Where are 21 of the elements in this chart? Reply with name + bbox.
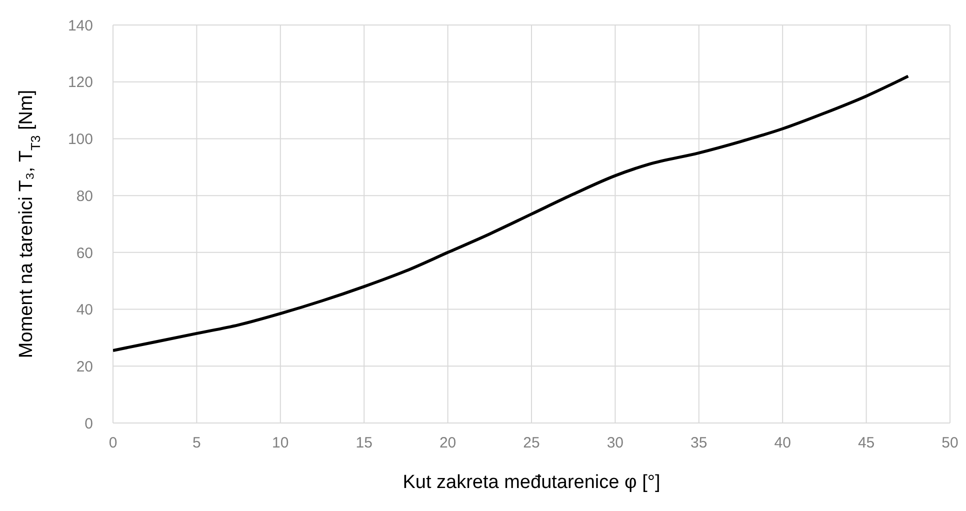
- x-tick-label: 20: [439, 434, 456, 452]
- y-tick-label: 40: [76, 302, 93, 319]
- y-tick-label: 60: [76, 244, 93, 262]
- y-tick-label: 120: [68, 74, 93, 92]
- x-axis-title: Kut zakreta međutarenice φ [°]: [402, 472, 660, 493]
- y-tick-label: 20: [76, 358, 93, 376]
- x-tick-label: 50: [942, 434, 958, 452]
- x-tick-label: 0: [108, 434, 118, 452]
- x-tick-label: 15: [356, 434, 372, 452]
- x-tick-label: 30: [606, 434, 624, 452]
- x-tick-label: 10: [272, 434, 289, 452]
- x-tick-label: 40: [774, 434, 791, 452]
- y-tick-label: 100: [68, 131, 93, 148]
- x-tick-label: 45: [858, 434, 875, 452]
- y-tick-label: 0: [84, 415, 93, 432]
- y-tick-label: 80: [76, 188, 93, 205]
- x-tick-label: 35: [690, 434, 708, 452]
- x-tick-label: 5: [192, 434, 201, 452]
- line-series: [113, 74, 910, 352]
- y-tick-label: 140: [68, 17, 93, 34]
- x-tick-label: 25: [523, 434, 540, 452]
